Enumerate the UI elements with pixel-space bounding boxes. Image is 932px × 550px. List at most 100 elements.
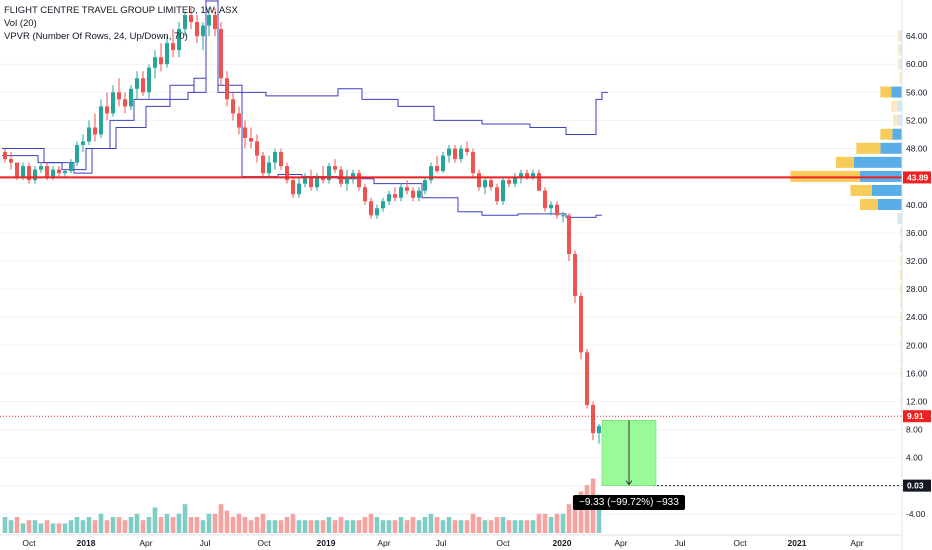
candle-body bbox=[219, 29, 223, 79]
volume-bar bbox=[392, 520, 398, 533]
vp-row bbox=[850, 184, 902, 196]
legend-volume[interactable]: Vol (20) bbox=[4, 18, 37, 29]
vp-row bbox=[897, 213, 902, 225]
volume-bar bbox=[356, 520, 362, 533]
vp-up-bar bbox=[891, 86, 902, 98]
candle bbox=[567, 213, 571, 261]
candle bbox=[381, 197, 385, 212]
vp-row bbox=[898, 44, 902, 56]
candle bbox=[363, 183, 367, 205]
volume-bar bbox=[500, 517, 506, 533]
volume-bar bbox=[236, 513, 242, 533]
vp-up-bar bbox=[892, 128, 902, 140]
candle bbox=[69, 159, 73, 174]
time-tick-label: Oct bbox=[257, 538, 271, 548]
price-badge-label: 0.03 bbox=[907, 481, 924, 491]
candle bbox=[387, 190, 391, 205]
legend-symbol[interactable]: FLIGHT CENTRE TRAVEL GROUP LIMITED, 1W, … bbox=[4, 5, 238, 16]
volume-bar bbox=[458, 520, 464, 533]
price-badge-label: 9.91 bbox=[907, 411, 924, 421]
candle-body bbox=[195, 22, 199, 37]
price-tick-label: 40.00 bbox=[906, 200, 928, 210]
candle bbox=[261, 152, 265, 177]
candle bbox=[225, 71, 229, 107]
candle bbox=[435, 155, 439, 174]
vp-down-bar bbox=[836, 156, 854, 168]
legend-vpvr[interactable]: VPVR (Number Of Rows, 24, Up/Down, 70) bbox=[4, 31, 188, 42]
candle-body bbox=[189, 15, 193, 23]
candle-body bbox=[111, 92, 115, 114]
candle-body bbox=[63, 171, 67, 174]
candle bbox=[249, 127, 253, 149]
volume-bar bbox=[440, 520, 446, 533]
time-axis[interactable]: Oct 2018 Apr Jul Oct 2019 Apr Jul Oct 2020 Apr Jul O… bbox=[0, 534, 902, 548]
vp-row bbox=[898, 30, 902, 42]
candle-body bbox=[363, 187, 367, 202]
volume-bar bbox=[116, 517, 122, 533]
volume-bar bbox=[362, 517, 368, 533]
volume-bar bbox=[302, 520, 308, 533]
vp-down-bar bbox=[899, 283, 902, 295]
volume-bar bbox=[446, 517, 452, 533]
candle bbox=[465, 141, 469, 156]
candle bbox=[417, 187, 421, 202]
candle bbox=[357, 169, 361, 191]
measure-arrow-head bbox=[625, 480, 633, 486]
candle bbox=[333, 159, 337, 174]
candle bbox=[549, 201, 553, 216]
volume-bar bbox=[320, 520, 326, 533]
vp-row bbox=[880, 128, 902, 140]
candle-body bbox=[141, 78, 145, 93]
volume-bar bbox=[434, 517, 440, 533]
measure-tool[interactable] bbox=[601, 420, 657, 486]
candle bbox=[171, 29, 175, 58]
volume-bar bbox=[350, 520, 356, 533]
candle-body bbox=[507, 180, 511, 184]
volume-bar bbox=[56, 523, 62, 533]
measure-label: −9.33 (−99.72%) −933 bbox=[573, 494, 685, 510]
candle-body bbox=[99, 106, 103, 135]
volume-bar bbox=[266, 520, 272, 533]
volume-bar bbox=[188, 517, 194, 533]
vp-down-bar bbox=[893, 114, 899, 126]
volume-bar bbox=[494, 517, 500, 533]
vp-down-bar bbox=[898, 44, 901, 56]
vp-row bbox=[900, 367, 902, 379]
candle-body bbox=[327, 166, 331, 181]
candle-body bbox=[471, 152, 475, 174]
candle-body bbox=[231, 99, 235, 114]
candle-body bbox=[129, 88, 133, 107]
candle bbox=[129, 85, 133, 110]
candle bbox=[3, 148, 7, 163]
vp-down-bar bbox=[900, 311, 902, 323]
chart-legend: FLIGHT CENTRE TRAVEL GROUP LIMITED, 1W, … bbox=[4, 4, 238, 43]
candle-body bbox=[153, 57, 157, 68]
price-tick-label: 28.00 bbox=[906, 284, 928, 294]
candle bbox=[189, 8, 193, 30]
vp-down-bar bbox=[856, 142, 881, 154]
candle-body bbox=[33, 169, 37, 181]
vp-row bbox=[900, 381, 902, 393]
volume-bar bbox=[524, 520, 530, 533]
volume-bar bbox=[20, 523, 26, 533]
candle-body bbox=[21, 166, 25, 177]
vp-row bbox=[790, 170, 902, 182]
price-axis[interactable]: 64.0060.0056.0052.0048.0044.0040.0036.00… bbox=[901, 0, 931, 550]
candle-body bbox=[447, 148, 451, 156]
candle-body bbox=[435, 166, 439, 172]
candle-body bbox=[315, 176, 319, 188]
candle bbox=[93, 113, 97, 142]
time-tick-label: Apr bbox=[850, 538, 863, 548]
volume-bar bbox=[488, 520, 494, 533]
price-tick-label: 20.00 bbox=[906, 340, 928, 350]
candle-body bbox=[489, 180, 493, 188]
candle-body bbox=[177, 29, 181, 51]
candle-body bbox=[45, 166, 49, 177]
volume-bar bbox=[482, 520, 488, 533]
candle-body bbox=[303, 176, 307, 184]
candle-body bbox=[75, 145, 79, 163]
candle-body bbox=[531, 173, 535, 177]
vp-row bbox=[900, 227, 902, 239]
candle-body bbox=[405, 187, 409, 191]
